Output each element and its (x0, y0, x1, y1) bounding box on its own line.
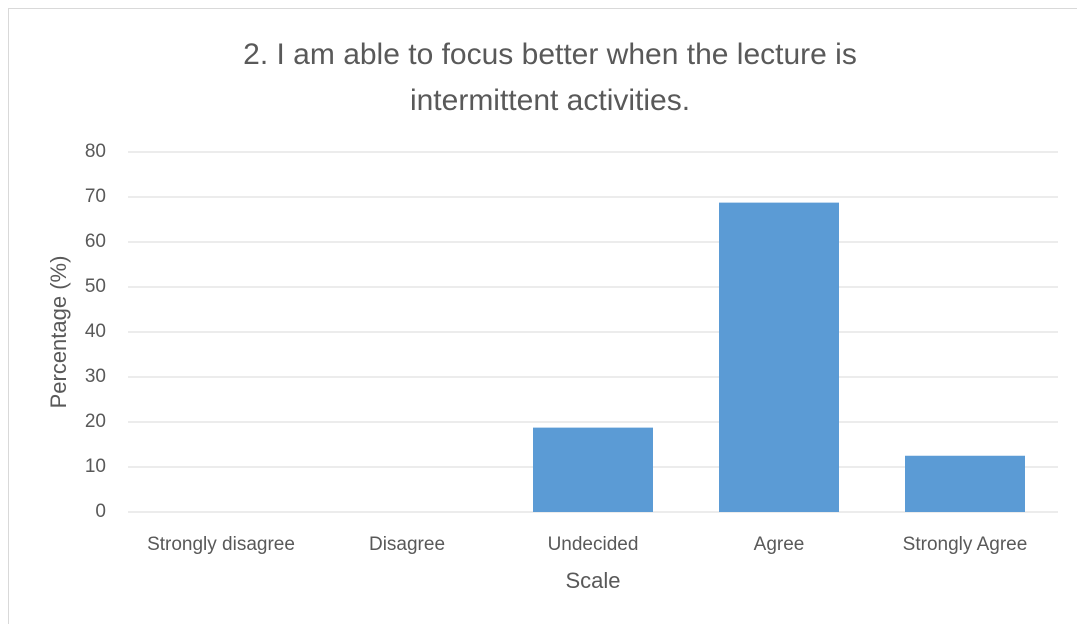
y-tick-label: 40 (85, 321, 106, 342)
bar (533, 427, 653, 512)
y-tick-label: 50 (85, 276, 106, 297)
y-tick-label: 80 (85, 141, 106, 162)
chart-title: 2. I am able to focus better when the le… (243, 38, 857, 117)
chart-border (8, 8, 1077, 624)
x-tick-label: Strongly disagree (147, 534, 295, 555)
y-tick-label: 60 (85, 231, 106, 252)
x-axis-label: Scale (565, 568, 620, 593)
y-tick-label: 30 (85, 366, 106, 387)
bar (719, 202, 839, 512)
x-tick-label: Strongly Agree (903, 534, 1028, 555)
y-tick-label: 10 (85, 456, 106, 477)
y-axis-label: Percentage (%) (46, 256, 71, 409)
y-tick-label: 70 (85, 186, 106, 207)
x-tick-label: Agree (754, 534, 805, 555)
bar (905, 455, 1025, 512)
y-tick-label: 20 (85, 411, 106, 432)
x-tick-label: Undecided (548, 534, 639, 555)
x-tick-label: Disagree (369, 534, 445, 555)
y-tick-label: 0 (95, 501, 106, 522)
